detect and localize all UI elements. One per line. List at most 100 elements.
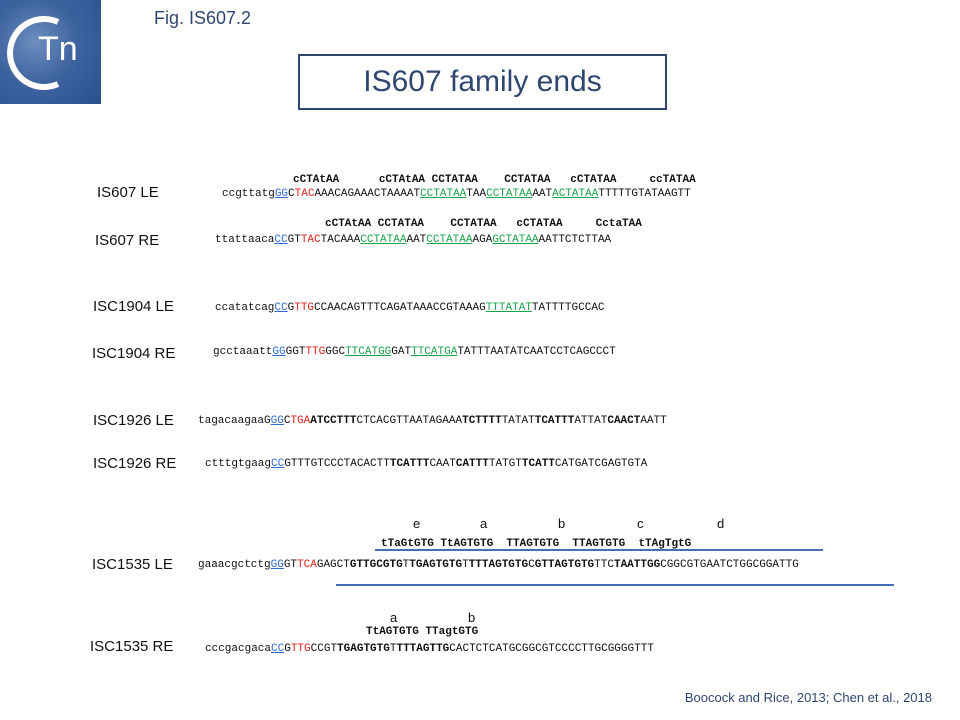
motif-segment: CCTATAA [426,234,473,246]
citation: Boocock and Rice, 2013; Chen et al., 201… [684,690,932,705]
sequence-line: cccgacgacaCCGTTGCCGTTGAGTGTGTTTTAGTTGCAC… [205,643,654,656]
sequence-segment: TTC [594,559,614,571]
dinucleotide-segment: GG [270,415,284,427]
sequence-segment: GT [287,234,301,246]
motif-segment: TTTATAT [485,302,532,314]
sequence-segment: CAAT [429,458,456,470]
sequence-segment: gaaacgctctg [198,559,271,571]
sequence-segment: GGC [325,346,346,358]
sequence-segment: GAT [391,346,412,358]
top-repeat-line [375,549,823,551]
bold-segment: TCATT [521,458,555,470]
sequence-segment: G [287,302,295,314]
sequence-segment: T [462,559,469,571]
sequence-segment: ccgttatg [222,188,275,200]
red-segment: TAC [294,188,315,200]
motif-segment: GCTATAA [492,234,539,246]
motif-letter: d [717,516,725,531]
red-segment: TAC [300,234,321,246]
sequence-segment: TATAT [501,415,535,427]
sequence-segment: C [288,188,295,200]
sequence-segment: CTCACGTTAATAGAAA [356,415,463,427]
sequence-segment: GT [283,559,298,571]
tn-logo: Tn [0,0,101,104]
motif-line: cCTAtAA cCTAtAA CCTATAA CCTATAA cCTATAA … [293,174,696,186]
sequence-segment: ATTAT [574,415,608,427]
sequence-line: ctttgtgaagCCGTTTGTCCCTACACTTTCATTTCAATCA… [205,458,647,471]
sequence-line: ccgttatgGGCTACAAACAGAAACTAAAATCCTATAATAA… [222,188,691,201]
sequence-segment: T [389,643,397,655]
dinucleotide-segment: CC [271,643,285,655]
sequence-segment: AAACAGAAACTAAAAT [314,188,421,200]
dinucleotide-segment: CC [271,458,285,470]
motif-letter: b [558,516,566,531]
bold-segment: GTTAGTGTG [534,559,595,571]
sequence-segment: AATTCTCTTAA [538,234,612,246]
motif-letter: b [468,610,476,625]
motif-line: tTaGtGTG TtAGTGTG TTAGTGTG TTAGTGTG tTAg… [381,538,692,550]
motif-letter: c [637,516,644,531]
row-label: ISC1926 RE [93,455,177,472]
logo-text: Tn [38,30,78,68]
sequence-line: ccatatcagCCGTTGCCAACAGTTTCAGATAAACCGTAAA… [215,302,605,315]
motif-segment: TTCATGA [411,346,458,358]
sequence-segment: AATT [640,415,667,427]
page-title: IS607 family ends [363,65,602,98]
motif-line: TtAGTGTG TTagtGTG [366,626,479,638]
motif-line: cCTAtAA CCTATAA CCTATAA cCTATAA CctaTAA [325,218,642,230]
row-label: ISC1535 LE [92,556,173,573]
red-segment: TCA [297,559,317,571]
sequence-line: gcctaaattGGGGTTTGGGCTTCATGGGATTTCATGATAT… [213,346,616,359]
red-segment: TTG [305,346,326,358]
sequence-segment: CACTCTCATGCGGCGTCCCCTTGCGGGGTTT [449,643,654,655]
sequence-segment: CGGCGTGAATCTGGCGGATTG [660,559,799,571]
sequence-segment: tagacaagaaG [198,415,271,427]
dinucleotide-segment: GG [272,346,286,358]
sequence-segment: C [528,559,535,571]
sequence-segment: AGA [472,234,493,246]
figure-label: Fig. IS607.2 [154,8,252,28]
sequence-segment: ctttgtgaag [205,458,272,470]
dinucleotide-segment: CC [274,234,288,246]
sequence-line: tagacaagaaGGGCTGAATCCTTTCTCACGTTAATAGAAA… [198,415,667,428]
row-label: ISC1904 RE [92,345,176,362]
row-label: IS607 LE [97,184,159,201]
motif-letter: a [480,516,488,531]
bold-segment: TGAGTGTG [409,559,463,571]
sequence-segment: AAT [406,234,427,246]
sequence-segment: TATTTTGCCAC [531,302,605,314]
bold-segment: TAATTGG [613,559,661,571]
row-label: ISC1904 LE [93,298,174,315]
sequence-segment: ttattaaca [215,234,275,246]
bold-segment: TCTTTT [462,415,502,427]
sequence-segment: ccatatcag [215,302,275,314]
sequence-segment: CATGATCGAGTGTA [554,458,648,470]
row-label: ISC1926 LE [93,412,174,429]
motif-segment: CCTATAA [360,234,407,246]
bold-segment: ATCCTTT [310,415,357,427]
sequence-segment: C [283,415,291,427]
bold-segment: TTTAGTGTG [468,559,529,571]
motif-segment: CCTATAA [486,188,533,200]
logo-graphic [7,16,60,90]
dinucleotide-segment: GG [274,188,289,200]
row-label: ISC1535 RE [90,638,174,655]
bottom-repeat-line [336,584,894,586]
bold-segment: CATTT [455,458,489,470]
sequence-segment: GTTTGTCCCTACACTT [284,458,390,470]
bold-segment: TCATTT [389,458,430,470]
red-segment: TTG [294,302,315,314]
sequence-segment: gcctaaatt [213,346,273,358]
sequence-segment: TAA [466,188,487,200]
dinucleotide-segment: GG [270,559,284,571]
bold-segment: CAACT [607,415,641,427]
sequence-segment: GGT [285,346,306,358]
motif-segment: TTCATGG [345,346,392,358]
motif-segment: ACTATAA [552,188,599,200]
sequence-segment: T [402,559,410,571]
title-box: IS607 family ends [298,54,667,110]
bold-segment: GTTGCGTG [349,559,403,571]
motif-letter: a [390,610,398,625]
motif-segment: CCTATAA [420,188,467,200]
sequence-segment: TTTTTGTATAAGTT [598,188,691,200]
